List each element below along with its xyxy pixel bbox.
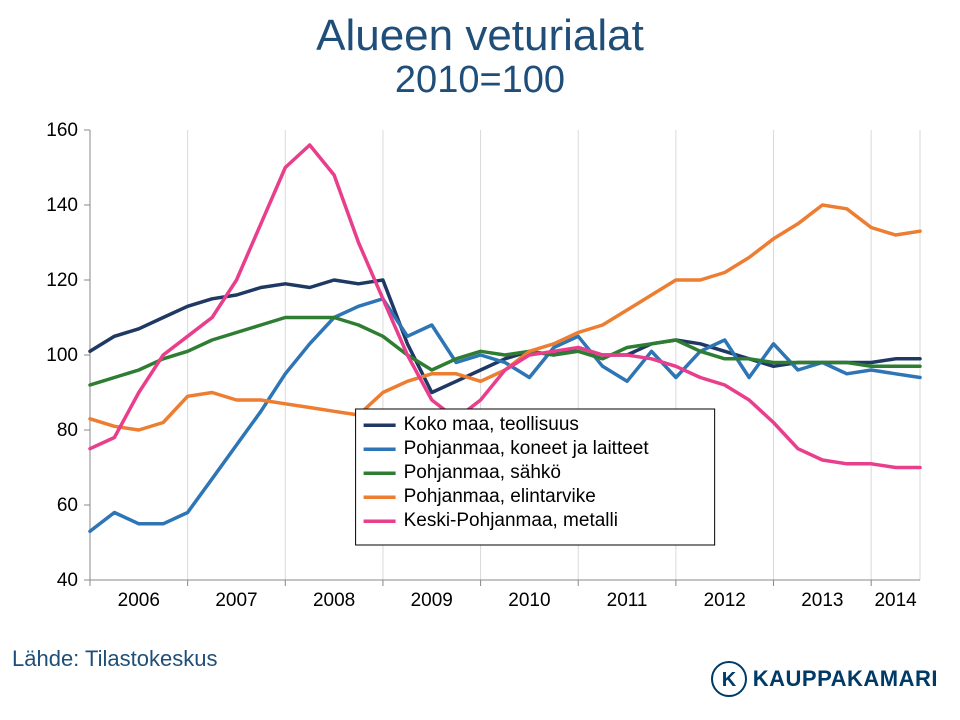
svg-text:2013: 2013 <box>801 590 843 611</box>
svg-text:2014: 2014 <box>874 590 917 611</box>
title-line-1: Alueen veturialat <box>0 12 960 60</box>
svg-text:100: 100 <box>46 345 78 366</box>
source-label: Lähde: Tilastokeskus <box>12 646 217 672</box>
svg-text:2012: 2012 <box>704 590 746 611</box>
svg-text:40: 40 <box>57 570 78 591</box>
svg-text:2010: 2010 <box>508 590 550 611</box>
brand-logo: K KAUPPAKAMARI <box>711 660 938 698</box>
svg-text:2008: 2008 <box>313 590 355 611</box>
svg-text:160: 160 <box>46 120 78 141</box>
chart-title: Alueen veturialat 2010=100 <box>0 12 960 102</box>
svg-text:Koko maa, teollisuus: Koko maa, teollisuus <box>404 414 579 435</box>
title-line-2: 2010=100 <box>0 60 960 102</box>
svg-text:Pohjanmaa, elintarvike: Pohjanmaa, elintarvike <box>404 486 596 507</box>
svg-text:140: 140 <box>46 195 78 216</box>
svg-text:60: 60 <box>57 495 78 516</box>
svg-text:Pohjanmaa, sähkö: Pohjanmaa, sähkö <box>404 462 561 483</box>
svg-text:Pohjanmaa, koneet ja laitteet: Pohjanmaa, koneet ja laitteet <box>404 438 650 459</box>
svg-text:2011: 2011 <box>607 590 648 611</box>
svg-text:2006: 2006 <box>118 590 160 611</box>
svg-text:2009: 2009 <box>411 590 453 611</box>
line-chart: 40 60 80 100 120 140 160 2006 2007 2008 2009 2010 20… <box>30 120 930 620</box>
svg-text:2007: 2007 <box>215 590 257 611</box>
svg-text:120: 120 <box>46 270 78 291</box>
svg-text:Keski-Pohjanmaa, metalli: Keski-Pohjanmaa, metalli <box>404 510 618 531</box>
svg-text:K: K <box>722 669 737 691</box>
brand-text: KAUPPAKAMARI <box>753 666 938 692</box>
svg-text:80: 80 <box>57 420 78 441</box>
brand-k-icon: K <box>711 661 747 697</box>
